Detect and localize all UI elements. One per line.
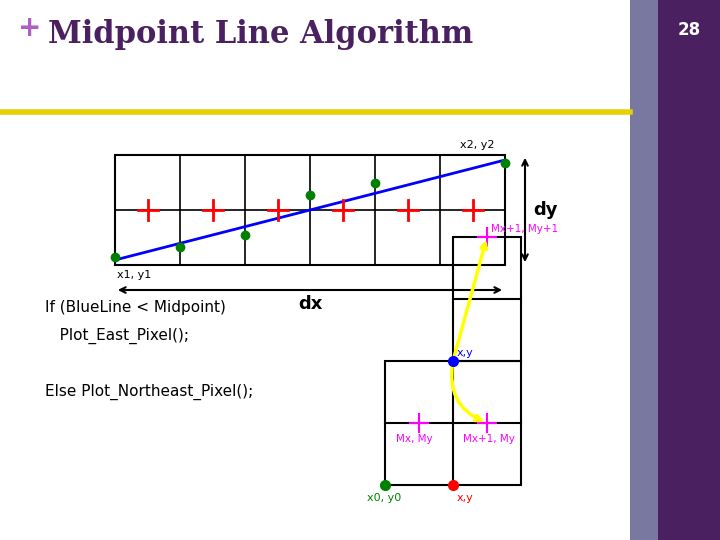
Bar <box>658 0 720 540</box>
Text: x,y: x,y <box>457 493 474 503</box>
Text: +: + <box>18 14 41 42</box>
Text: Midpoint Line Algorithm: Midpoint Line Algorithm <box>48 19 473 51</box>
Text: 28: 28 <box>678 21 701 39</box>
Text: dy: dy <box>533 201 557 219</box>
Bar <box>453 237 521 361</box>
Text: Mx+1, My: Mx+1, My <box>463 434 515 444</box>
Text: x2, y2: x2, y2 <box>460 140 495 150</box>
Text: dx: dx <box>298 295 322 313</box>
Text: Mx+1, My+1: Mx+1, My+1 <box>491 224 558 234</box>
Bar <box>630 0 658 540</box>
Text: x1, y1: x1, y1 <box>117 270 151 280</box>
Text: x,y: x,y <box>457 348 474 358</box>
Text: Else Plot_Northeast_Pixel();: Else Plot_Northeast_Pixel(); <box>45 384 253 400</box>
Bar <box>385 361 521 485</box>
Bar <box>115 155 505 265</box>
Text: Mx, My: Mx, My <box>396 434 432 444</box>
Text: Plot_East_Pixel();: Plot_East_Pixel(); <box>45 328 189 344</box>
Text: x0, y0: x0, y0 <box>367 493 401 503</box>
Text: If (BlueLine < Midpoint): If (BlueLine < Midpoint) <box>45 300 226 315</box>
